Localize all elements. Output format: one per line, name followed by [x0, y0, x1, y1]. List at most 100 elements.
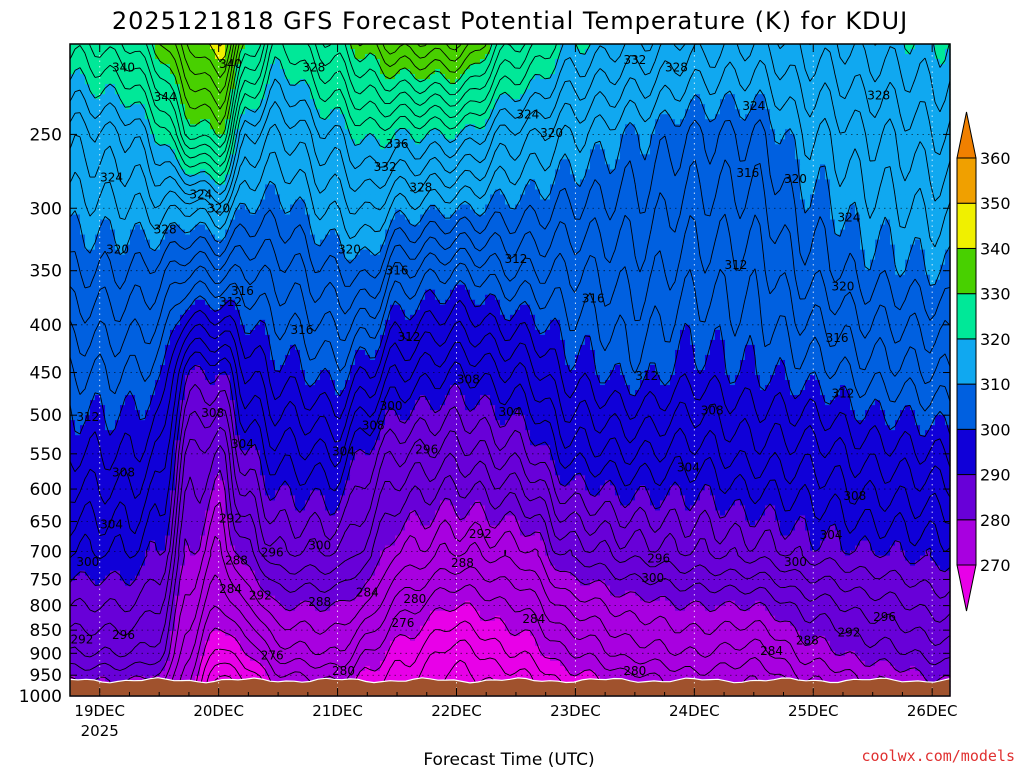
- field-cell: [250, 149, 256, 155]
- field-cell: [825, 64, 831, 70]
- field-cell: [505, 134, 511, 140]
- field-cell: [710, 49, 716, 55]
- field-cell: [110, 79, 116, 85]
- field-cell: [350, 184, 356, 190]
- field-cell: [840, 74, 846, 80]
- field-cell: [915, 169, 921, 175]
- field-cell: [105, 114, 111, 120]
- field-cell: [290, 144, 296, 150]
- field-cell: [795, 49, 801, 55]
- field-cell: [120, 74, 126, 80]
- field-cell: [105, 164, 111, 170]
- field-cell: [470, 99, 476, 105]
- field-cell: [295, 49, 301, 55]
- field-cell: [365, 49, 371, 55]
- field-cell: [425, 114, 431, 120]
- field-cell: [470, 159, 476, 165]
- field-cell: [750, 89, 756, 95]
- field-cell: [115, 79, 121, 85]
- field-cell: [890, 59, 896, 65]
- field-cell: [320, 169, 326, 175]
- field-cell: [850, 89, 856, 95]
- field-cell: [660, 154, 666, 160]
- field-cell: [820, 74, 826, 80]
- field-cell: [600, 134, 606, 140]
- field-cell: [215, 44, 221, 50]
- field-cell: [465, 159, 471, 165]
- field-cell: [750, 139, 756, 145]
- field-cell: [770, 154, 776, 160]
- field-cell: [165, 54, 171, 60]
- field-cell: [780, 94, 786, 100]
- field-cell: [465, 179, 471, 185]
- field-cell: [930, 54, 936, 60]
- field-cell: [170, 184, 176, 190]
- field-cell: [850, 64, 856, 70]
- field-cell: [735, 179, 741, 185]
- field-cell: [565, 119, 571, 125]
- field-cell: [610, 49, 616, 55]
- field-cell: [430, 54, 436, 60]
- field-cell: [165, 169, 171, 175]
- field-cell: [670, 109, 676, 115]
- field-cell: [720, 149, 726, 155]
- field-cell: [295, 94, 301, 100]
- field-cell: [660, 119, 666, 125]
- field-cell: [210, 119, 216, 125]
- field-cell: [545, 119, 551, 125]
- field-cell: [910, 104, 916, 110]
- field-cell: [275, 94, 281, 100]
- field-cell: [265, 144, 271, 150]
- field-cell: [595, 164, 601, 170]
- field-cell: [530, 69, 536, 75]
- field-cell: [495, 174, 501, 180]
- field-cell: [665, 169, 671, 175]
- field-cell: [275, 69, 281, 75]
- field-cell: [730, 159, 736, 165]
- field-cell: [560, 179, 566, 185]
- field-cell: [755, 154, 761, 160]
- field-cell: [500, 54, 506, 60]
- field-cell: [840, 139, 846, 145]
- field-cell: [825, 59, 831, 65]
- field-cell: [625, 149, 631, 155]
- field-cell: [835, 109, 841, 115]
- field-cell: [605, 84, 611, 90]
- field-cell: [335, 134, 341, 140]
- field-cell: [825, 99, 831, 105]
- field-cell: [825, 144, 831, 150]
- field-cell: [455, 154, 461, 160]
- field-cell: [365, 139, 371, 145]
- field-cell: [570, 94, 576, 100]
- field-cell: [265, 169, 271, 175]
- field-cell: [905, 119, 911, 125]
- field-cell: [695, 79, 701, 85]
- field-cell: [705, 129, 711, 135]
- field-cell: [415, 159, 421, 165]
- field-cell: [320, 179, 326, 185]
- field-cell: [665, 159, 671, 165]
- field-cell: [315, 119, 321, 125]
- field-cell: [475, 64, 481, 70]
- field-cell: [200, 79, 206, 85]
- field-cell: [90, 179, 96, 185]
- field-cell: [700, 159, 706, 165]
- field-cell: [710, 179, 716, 185]
- field-cell: [285, 184, 291, 190]
- field-cell: [355, 49, 361, 55]
- field-cell: [245, 59, 251, 65]
- field-cell: [905, 109, 911, 115]
- field-cell: [655, 174, 661, 180]
- field-cell: [695, 74, 701, 80]
- field-cell: [840, 114, 846, 120]
- field-cell: [755, 54, 761, 60]
- field-cell: [890, 154, 896, 160]
- field-cell: [500, 114, 506, 120]
- field-cell: [505, 119, 511, 125]
- field-cell: [405, 154, 411, 160]
- field-cell: [675, 134, 681, 140]
- field-cell: [455, 114, 461, 120]
- field-cell: [305, 49, 311, 55]
- field-cell: [115, 149, 121, 155]
- field-cell: [745, 69, 751, 75]
